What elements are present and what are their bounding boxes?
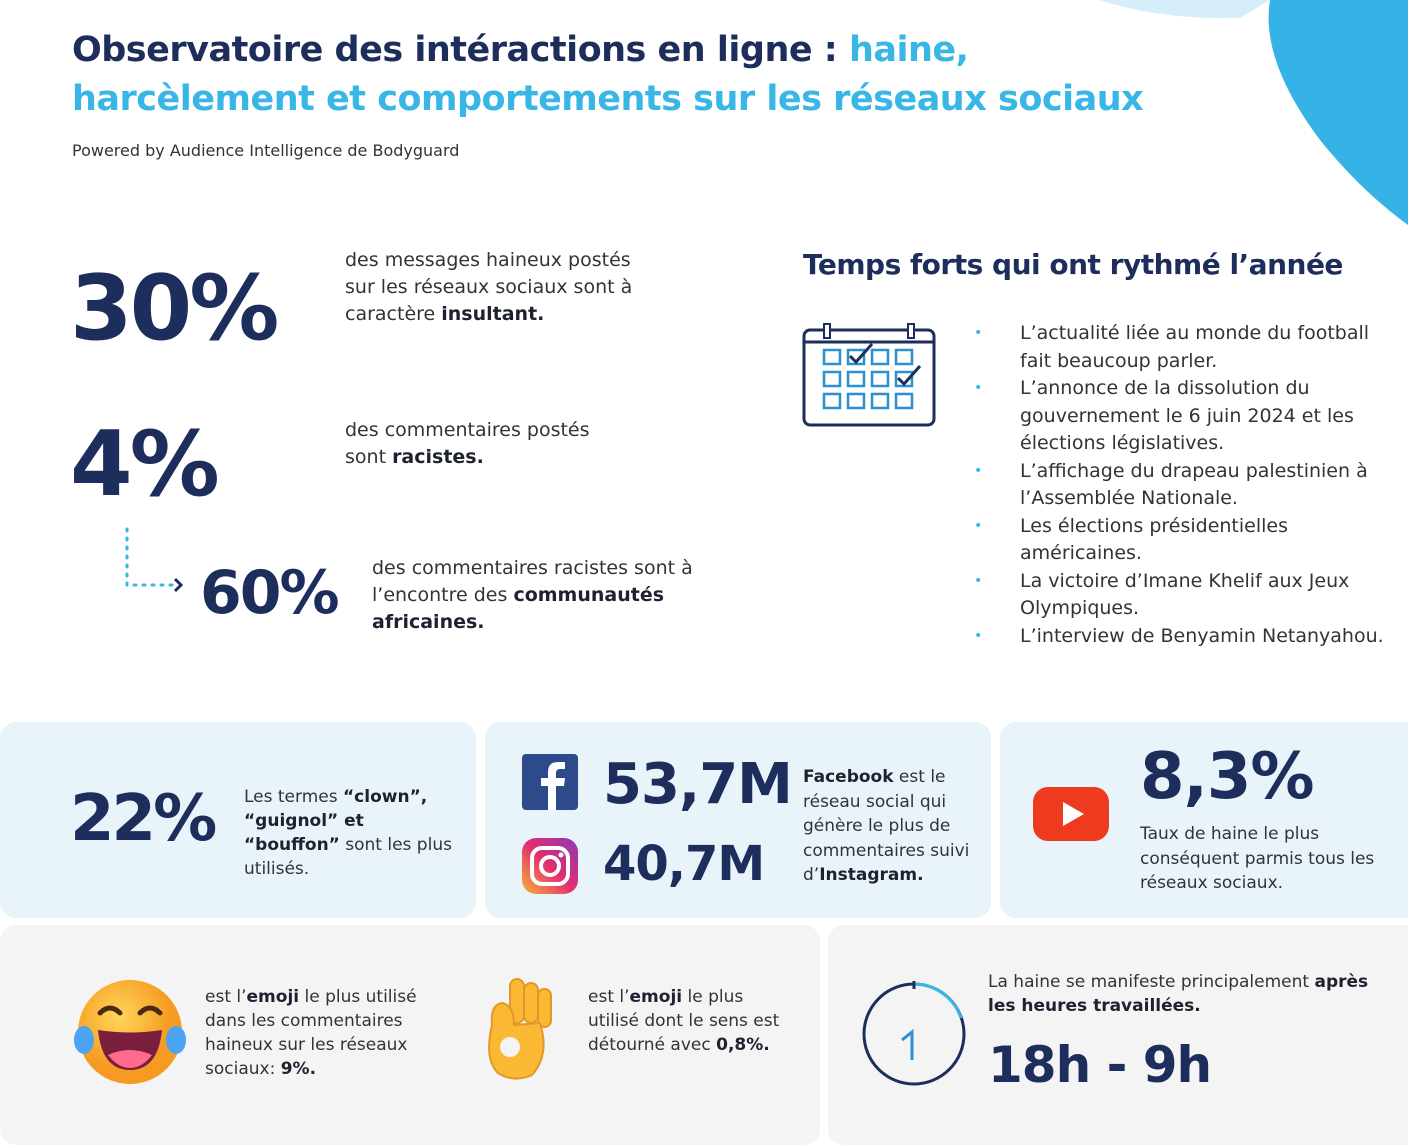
ok-hand-emoji bbox=[488, 978, 552, 1080]
card-text: est l’emoji le plus utilisé dont le sens… bbox=[588, 985, 793, 1057]
text-bold: 0,8%. bbox=[716, 1035, 770, 1055]
text-bold: emoji bbox=[629, 987, 683, 1007]
stat-text: des commentaires postés sont racistes. bbox=[345, 417, 615, 471]
text-bold: communautés africaines. bbox=[372, 584, 665, 633]
highlight-list: L’actualité liée au monde du football fa… bbox=[974, 320, 1400, 651]
card-text: Facebook est le réseau social qui génère… bbox=[803, 765, 978, 888]
highlight-item: L’interview de Benyamin Netanyahou. bbox=[974, 623, 1400, 651]
subtitle: Powered by Audience Intelligence de Body… bbox=[72, 141, 460, 160]
stat-figure: 4% bbox=[70, 412, 220, 517]
text-bold: Instagram. bbox=[819, 865, 924, 885]
stat-figure: 60% bbox=[200, 558, 340, 628]
youtube-icon bbox=[1033, 787, 1109, 841]
highlight-item: Les élections présidentielles américaine… bbox=[974, 513, 1400, 568]
highlight-item: L’actualité liée au monde du football fa… bbox=[974, 320, 1400, 375]
title: Observatoire des intéractions en ligne :… bbox=[72, 26, 1152, 124]
card-figure: 22% bbox=[70, 782, 217, 856]
text: est l’ bbox=[588, 987, 630, 1007]
card-figure: 40,7M bbox=[603, 836, 765, 892]
card-text: Les termes “clown”, “guignol” et “bouffo… bbox=[244, 785, 459, 881]
text: des messages haineux postés sur les rése… bbox=[345, 249, 633, 325]
text: sont les plus utilisés. bbox=[244, 835, 452, 879]
section-title: Temps forts qui ont rythmé l’année bbox=[803, 248, 1343, 281]
card bbox=[828, 925, 1408, 1145]
text: le plus utilisé dans les commentaires ha… bbox=[205, 987, 417, 1079]
card-text: est l’emoji le plus utilisé dans les com… bbox=[205, 985, 425, 1081]
text-bold: insultant. bbox=[441, 303, 545, 325]
dotted-arrow bbox=[125, 527, 184, 593]
text: Les termes bbox=[244, 787, 343, 807]
text-bold: racistes. bbox=[392, 446, 484, 468]
text-bold: après les heures travaillées. bbox=[988, 972, 1369, 1016]
stat-figure: 30% bbox=[70, 256, 279, 361]
card-figure: 18h - 9h bbox=[988, 1036, 1212, 1094]
card-text: La haine se manifeste principalement apr… bbox=[988, 970, 1388, 1018]
text-bold: 9%. bbox=[280, 1059, 317, 1079]
clock-icon bbox=[862, 981, 966, 1086]
card-text: Taux de haine le plus conséquent parmis … bbox=[1140, 822, 1390, 896]
decor-blob bbox=[1100, 0, 1408, 225]
text: La haine se manifeste principalement bbox=[988, 972, 1315, 992]
laughing-emoji bbox=[74, 980, 186, 1084]
calendar-icon bbox=[802, 323, 936, 427]
highlight-item: La victoire d’Imane Khelif aux Jeux Olym… bbox=[974, 568, 1400, 623]
text-bold: emoji bbox=[246, 987, 300, 1007]
social-icons bbox=[522, 754, 578, 894]
title-text: Observatoire des intéractions en ligne : bbox=[72, 30, 838, 70]
card-figure: 8,3% bbox=[1140, 740, 1314, 814]
card bbox=[0, 722, 476, 918]
text: le plus utilisé dont le sens est détourn… bbox=[588, 987, 780, 1055]
text-bold: Facebook bbox=[803, 767, 894, 787]
card-figure: 53,7M bbox=[603, 752, 793, 817]
text: des commentaires racistes sont à l’encon… bbox=[372, 557, 693, 606]
text: est le réseau social qui génère le plus … bbox=[803, 767, 970, 885]
text: des commentaires postés sont bbox=[345, 419, 590, 468]
stat-text: des messages haineux postés sur les rése… bbox=[345, 247, 655, 328]
text: est l’ bbox=[205, 987, 247, 1007]
highlight-item: L’affichage du drapeau palestinien à l’A… bbox=[974, 458, 1400, 513]
text-bold: “clown”, “guignol” et “bouffon” bbox=[244, 787, 428, 855]
highlight-item: L’annonce de la dissolution du gouvernem… bbox=[974, 375, 1400, 458]
text: Taux de haine le plus conséquent parmis … bbox=[1140, 824, 1375, 893]
stat-text: des commentaires racistes sont à l’encon… bbox=[372, 555, 702, 636]
title-highlight: haine, harcèlement et comportements sur … bbox=[72, 30, 1144, 119]
